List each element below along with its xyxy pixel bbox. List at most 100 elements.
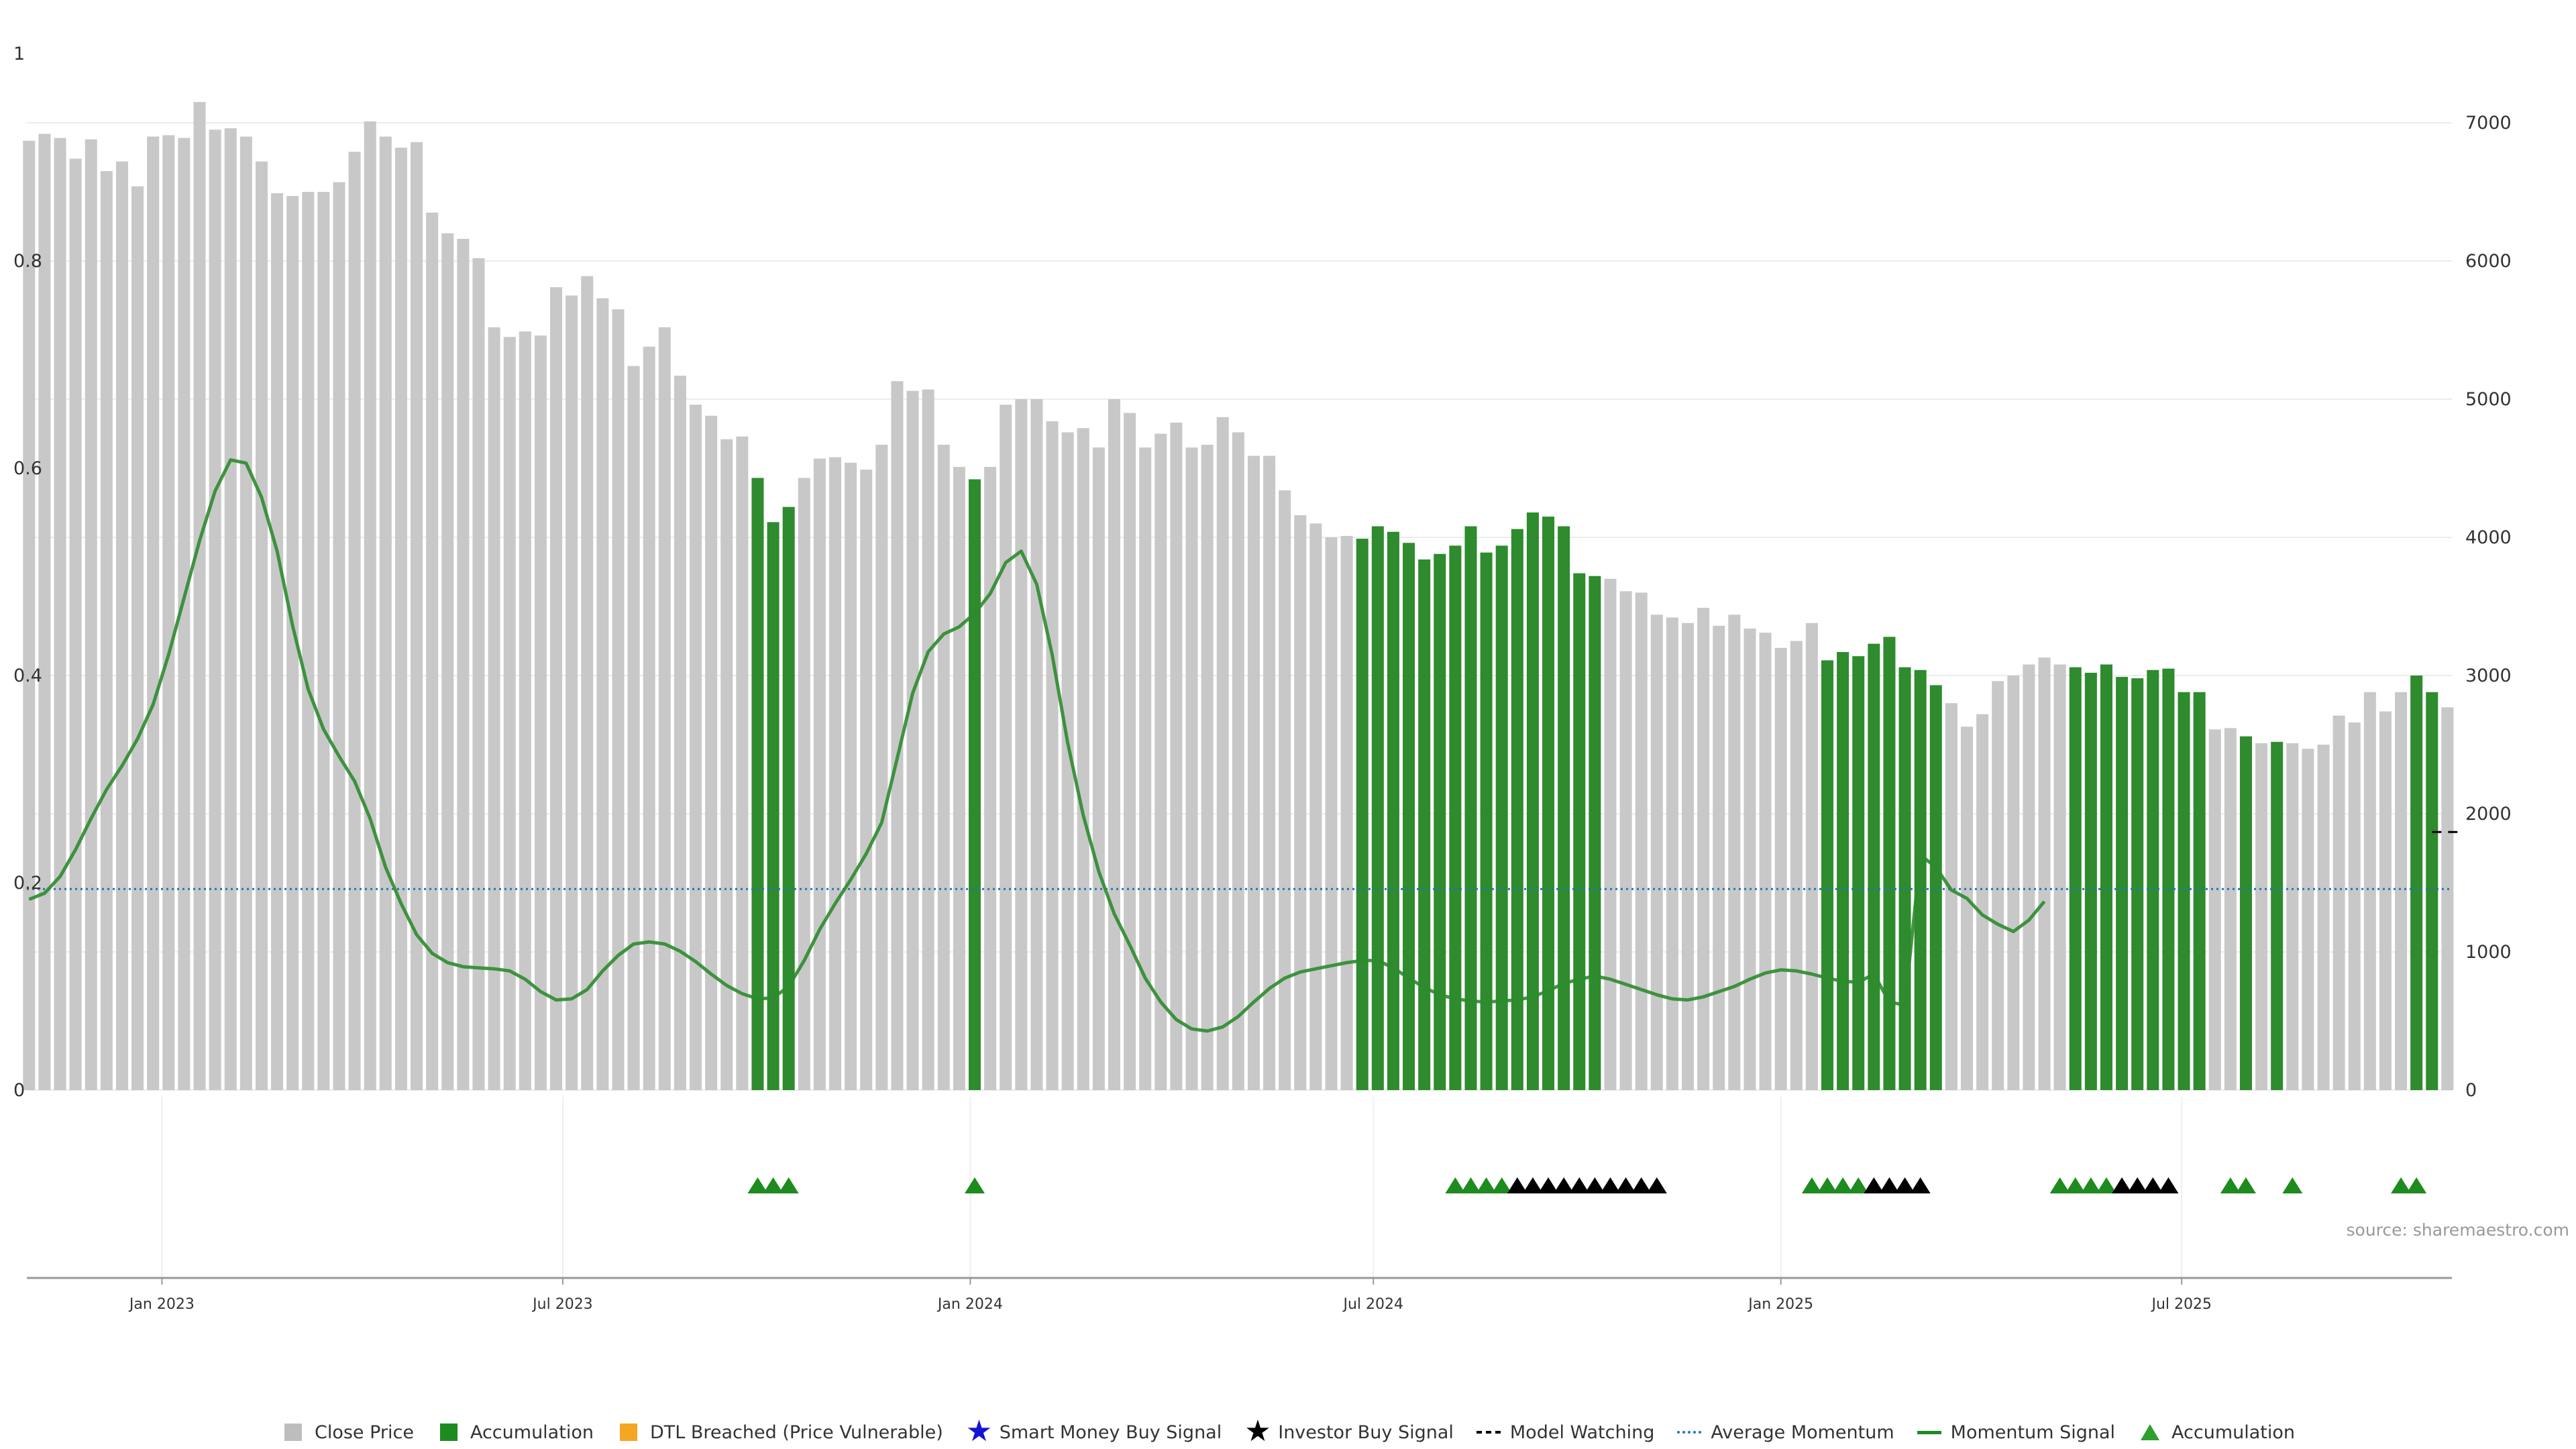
close-price-bar xyxy=(534,335,547,1090)
legend-label: Accumulation xyxy=(470,1421,594,1443)
close-price-bar xyxy=(658,327,671,1090)
close-price-bar xyxy=(828,457,842,1090)
close-price-bar xyxy=(705,415,718,1090)
close-price-bar xyxy=(209,129,221,1090)
close-price-bar xyxy=(1743,628,1756,1090)
legend-item: DTL Breached (Price Vulnerable) xyxy=(616,1422,943,1443)
close-price-bar xyxy=(472,258,485,1090)
investor-signal-marker xyxy=(2143,1177,2163,1193)
close-price-bar xyxy=(1635,592,1648,1090)
solid-line-icon xyxy=(1917,1422,1941,1442)
close-price-bar xyxy=(1294,515,1307,1090)
close-price-bar xyxy=(798,478,810,1090)
close-price-bar xyxy=(364,121,376,1091)
accumulation-bar xyxy=(1418,559,1431,1090)
close-price-bar xyxy=(100,171,113,1091)
close-price-bar xyxy=(2379,711,2392,1090)
close-price-bar xyxy=(162,135,175,1090)
close-price-bar xyxy=(612,309,625,1091)
close-price-bar xyxy=(1170,423,1183,1090)
signal-markers xyxy=(747,1177,2427,1193)
accumulation-signal-marker xyxy=(2235,1177,2256,1193)
close-price-bar xyxy=(2332,715,2345,1090)
left-axis-tick-label: 1 xyxy=(13,44,25,64)
close-price-bar xyxy=(2395,692,2408,1090)
close-price-bar xyxy=(2255,743,2268,1090)
close-price-bar xyxy=(147,136,160,1091)
investor-signal-marker xyxy=(2127,1177,2148,1193)
close-price-bar xyxy=(255,161,268,1091)
close-price-bar xyxy=(860,470,873,1090)
close-price-bar xyxy=(2224,728,2237,1090)
accumulation-bar xyxy=(2100,664,2112,1090)
close-price-bar xyxy=(674,375,686,1090)
legend-label: Investor Buy Signal xyxy=(1278,1421,1454,1443)
accumulation-signal-marker xyxy=(2282,1177,2303,1193)
close-price-bar xyxy=(813,458,826,1090)
legend-label: Model Watching xyxy=(1509,1421,1655,1443)
close-price-bar xyxy=(348,152,361,1090)
close-price-bar xyxy=(2348,722,2361,1090)
accumulation-bar xyxy=(1464,526,1477,1090)
close-price-bar xyxy=(1077,428,1089,1090)
x-axis-tick-label: Jan 2023 xyxy=(128,1296,195,1313)
close-price-bar xyxy=(1325,537,1338,1090)
accumulation-bar xyxy=(2178,692,2190,1090)
accumulation-bar xyxy=(2147,669,2159,1090)
accumulation-signal-marker xyxy=(1491,1177,1512,1193)
momentum-price-chart: 0 0.2 0.4 0.6 0.8 1 0 1000 2000 3000 4000 5000 6000… xyxy=(13,44,2570,1313)
investor-signal-marker xyxy=(2158,1177,2179,1193)
investor-signal-marker xyxy=(1646,1177,1667,1193)
close-price-bar xyxy=(1000,405,1012,1090)
price-bars xyxy=(23,102,2454,1091)
close-price-bar xyxy=(85,139,97,1091)
close-price-bar xyxy=(2286,743,2299,1090)
accumulation-bar xyxy=(1371,526,1384,1090)
accumulation-bar xyxy=(1403,543,1415,1090)
x-axis-tick-label: Jul 2023 xyxy=(531,1296,593,1313)
close-price-bar xyxy=(519,331,531,1090)
accumulation-bar xyxy=(2084,672,2097,1090)
right-axis-tick-label: 7000 xyxy=(2465,113,2512,133)
accumulation-signal-marker xyxy=(747,1177,768,1193)
accumulation-signal-marker xyxy=(2220,1177,2241,1193)
close-price-bar xyxy=(1650,614,1663,1090)
legend-item: ★ Smart Money Buy Signal xyxy=(966,1417,1222,1446)
close-price-bar xyxy=(1108,399,1120,1090)
source-label: source: sharemaestro.com xyxy=(2347,1220,2570,1240)
legend-item: Close Price xyxy=(281,1422,414,1443)
close-price-bar xyxy=(54,138,66,1090)
accumulation-bar xyxy=(1914,669,1927,1090)
close-price-bar xyxy=(2302,749,2314,1090)
left-axis-tick-label: 0.8 xyxy=(13,251,42,272)
accumulation-bar xyxy=(1821,660,1834,1090)
close-price-bar xyxy=(1713,625,1725,1090)
close-price-bar xyxy=(317,192,330,1090)
investor-signal-marker xyxy=(1631,1177,1652,1193)
close-price-bar xyxy=(411,142,423,1091)
close-price-bar xyxy=(2317,745,2330,1090)
right-axis-tick-label: 5000 xyxy=(2465,389,2512,410)
accumulation-signal-marker xyxy=(778,1177,799,1193)
close-price-bar xyxy=(1030,399,1043,1090)
investor-signal-marker xyxy=(1569,1177,1590,1193)
right-axis-tick-label: 1000 xyxy=(2465,942,2512,963)
accumulation-signal-marker xyxy=(1801,1177,1822,1193)
close-price-bar xyxy=(643,346,655,1090)
close-price-bar xyxy=(2007,676,2020,1090)
accumulation-signal-marker xyxy=(763,1177,784,1193)
close-price-bar xyxy=(1232,432,1244,1090)
close-price-bar xyxy=(38,133,51,1091)
accumulation-bar xyxy=(968,479,981,1090)
accumulation-bar xyxy=(1589,576,1601,1090)
accumulation-signal-marker xyxy=(2080,1177,2101,1193)
close-price-bar xyxy=(984,466,997,1090)
momentum-signal xyxy=(28,458,2046,1033)
close-price-bar xyxy=(426,212,439,1090)
accumulation-signal-marker xyxy=(1460,1177,1481,1193)
investor-signal-marker xyxy=(1585,1177,1605,1193)
accumulation-bar xyxy=(1573,573,1586,1090)
accumulation-bar xyxy=(751,478,764,1090)
close-price-bar xyxy=(1976,714,1989,1090)
legend-label: Accumulation xyxy=(2171,1421,2296,1443)
